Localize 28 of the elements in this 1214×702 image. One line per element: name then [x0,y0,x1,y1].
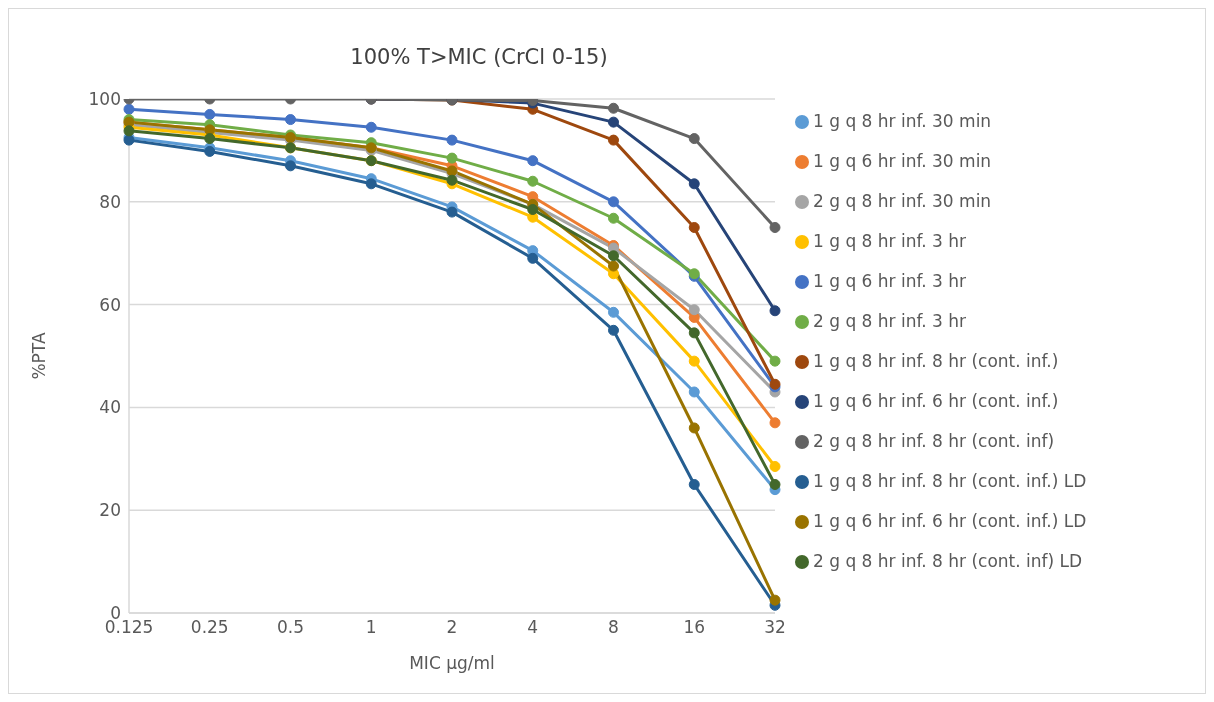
y-tick-label: 80 [99,191,121,212]
x-tick-label: 2 [446,617,458,638]
legend-label: 2 g q 8 hr inf. 8 hr (cont. inf) LD [813,551,1083,571]
legend-label: 2 g q 8 hr inf. 3 hr [813,311,967,331]
x-tick-label: 4 [527,617,539,638]
x-tick-label: 16 [683,617,706,638]
y-tick-label: 20 [99,500,121,521]
legend-label: 1 g q 8 hr inf. 3 hr [813,231,967,251]
legend-label: 1 g q 6 hr inf. 6 hr (cont. inf.) [813,391,1059,411]
legend-label: 1 g q 6 hr inf. 3 hr [813,271,967,291]
x-axis-title: MIC μg/ml [409,653,495,673]
legend-label: 1 g q 6 hr inf. 30 min [813,151,992,171]
x-tick-label: 1 [365,617,377,638]
y-axis-title: %PTA [29,332,50,380]
y-tick-label: 100 [88,89,121,110]
y-tick-label: 60 [99,294,121,315]
x-tick-label: 0.5 [276,617,305,638]
legend-label: 1 g q 8 hr inf. 8 hr (cont. inf.) LD [813,471,1087,491]
x-tick-label: 0.25 [190,617,229,638]
y-tick-label: 40 [99,397,121,418]
legend-label: 1 g q 8 hr inf. 30 min [813,111,992,131]
legend-label: 2 g q 8 hr inf. 30 min [813,191,992,211]
x-tick-label: 32 [764,617,786,638]
chart-title: 100% T>MIC (CrCl 0-15) [349,45,609,69]
legend-label: 1 g q 6 hr inf. 6 hr (cont. inf.) LD [813,511,1087,531]
legend-label: 2 g q 8 hr inf. 8 hr (cont. inf) [813,431,1055,451]
x-tick-label: 8 [608,617,619,638]
legend-label: 1 g q 8 hr inf. 8 hr (cont. inf.) [813,351,1059,371]
